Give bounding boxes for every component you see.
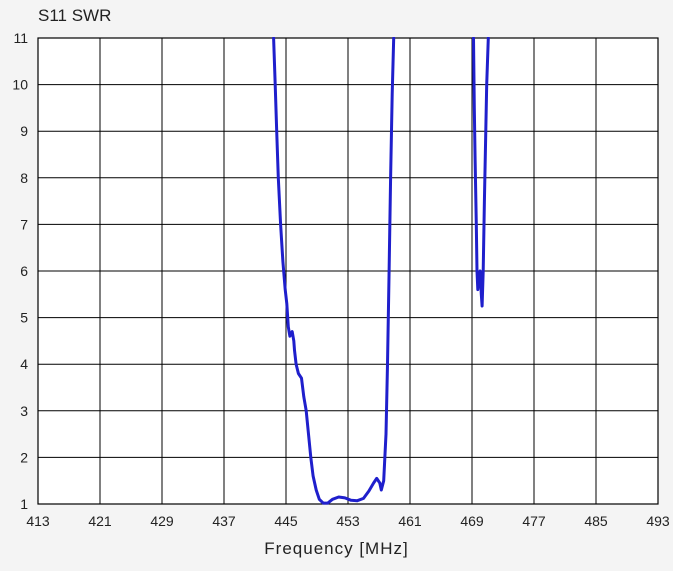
y-tick-label: 4 (20, 356, 28, 372)
x-tick-label: 461 (398, 513, 422, 529)
plot-frame (37, 37, 659, 505)
x-tick-label: 469 (460, 513, 484, 529)
y-tick-label: 6 (20, 263, 28, 279)
y-tick-label: 1 (20, 496, 28, 512)
x-tick-label: 477 (522, 513, 546, 529)
x-tick-label: 429 (150, 513, 174, 529)
y-tick-label: 11 (13, 30, 28, 46)
y-tick-label: 8 (20, 170, 28, 186)
x-tick-label: 493 (646, 513, 670, 529)
y-tick-label: 9 (20, 123, 28, 139)
x-tick-label: 453 (336, 513, 360, 529)
swr-series-line (472, 37, 490, 308)
x-tick-label: 445 (274, 513, 298, 529)
y-tick-label: 3 (20, 403, 28, 419)
swr-series-line (272, 37, 396, 505)
x-tick-label: 421 (88, 513, 112, 529)
y-tick-label: 5 (20, 310, 28, 326)
y-tick-label: 7 (20, 216, 28, 232)
chart-title: S11 SWR (38, 6, 112, 25)
y-tick-label: 10 (12, 77, 28, 93)
x-tick-label: 485 (584, 513, 608, 529)
x-axis-label: Frequency [MHz] (264, 539, 409, 558)
x-tick-label: 437 (212, 513, 236, 529)
x-tick-label: 413 (26, 513, 50, 529)
y-tick-label: 2 (20, 449, 28, 465)
